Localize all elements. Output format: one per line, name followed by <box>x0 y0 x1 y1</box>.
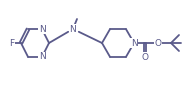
Text: N: N <box>39 52 45 61</box>
Text: N: N <box>39 25 45 34</box>
Text: O: O <box>141 52 148 62</box>
Text: F: F <box>9 39 14 48</box>
Text: N: N <box>70 25 76 33</box>
Text: N: N <box>131 39 137 48</box>
Text: O: O <box>155 39 162 48</box>
